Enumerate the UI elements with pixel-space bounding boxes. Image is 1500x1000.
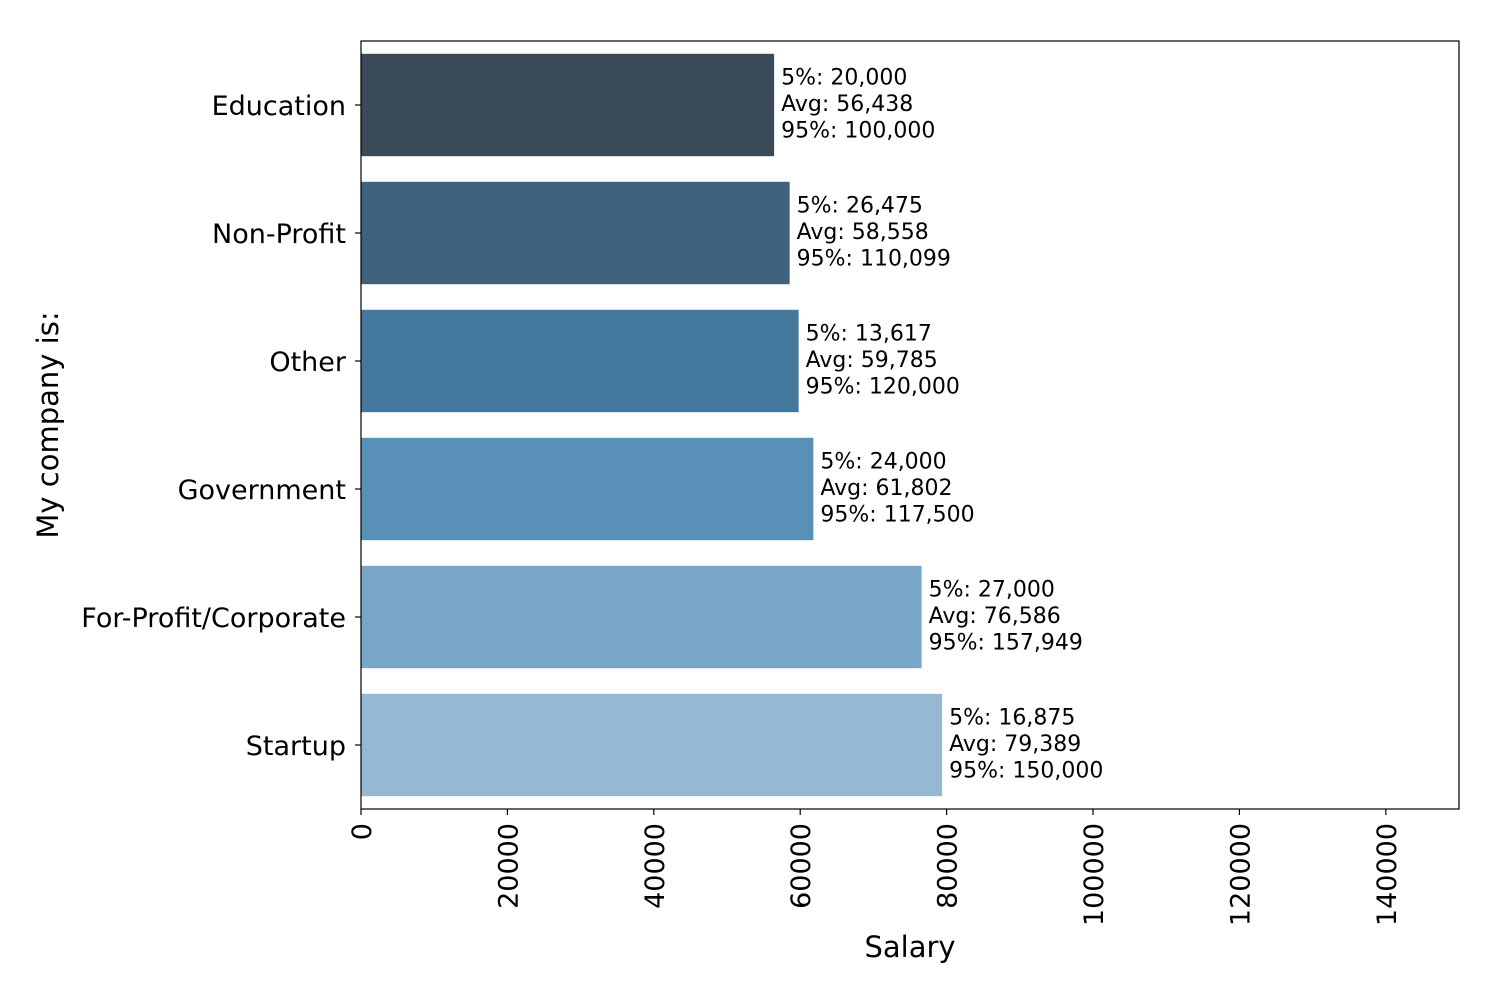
bar-annotation-line: 95%: 120,000: [806, 375, 960, 400]
bar-startup: [361, 693, 943, 797]
x-tick-label: 140000: [1372, 823, 1403, 926]
bar-annotation-line: 95%: 157,949: [929, 631, 1083, 656]
y-tick-label: Startup: [246, 731, 346, 762]
y-tick-label: Non-Profit: [212, 219, 346, 250]
bar-annotation-line: Avg: 59,785: [806, 348, 938, 373]
y-axis-title: My company is:: [31, 311, 65, 538]
bar-annotation-line: 95%: 110,099: [797, 247, 951, 272]
bar-annotation-line: Avg: 61,802: [820, 476, 952, 501]
bars-layer: [361, 53, 943, 797]
bar-annotation-line: 5%: 24,000: [820, 450, 946, 475]
bar-annotation-line: Avg: 56,438: [781, 92, 913, 117]
x-axis-title: Salary: [864, 930, 955, 964]
y-tick-label: For-Profit/Corporate: [81, 603, 346, 634]
bar-other: [361, 309, 799, 413]
x-tick-label: 60000: [786, 823, 817, 909]
y-tick-label: Education: [212, 91, 346, 122]
x-tick-label: 20000: [493, 823, 524, 909]
bar-annotation-line: 5%: 20,000: [781, 66, 907, 91]
x-tick-label: 100000: [1079, 823, 1110, 926]
x-tick-label: 40000: [640, 823, 671, 909]
bar-education: [361, 53, 775, 157]
bar-non-profit: [361, 181, 790, 285]
x-tick-label: 80000: [933, 823, 964, 909]
x-tick-label: 0: [347, 823, 378, 840]
plot-frame: [360, 40, 1460, 810]
y-tick-label: Government: [178, 475, 346, 506]
bar-annotation-line: 5%: 26,475: [797, 194, 923, 219]
bar-for-profit-corporate: [361, 565, 922, 669]
bar-annotation-line: 5%: 16,875: [949, 706, 1075, 731]
y-tick-label: Other: [269, 347, 347, 378]
x-axis: 0 20000 40000 60000 80000 100000 120000 140000: [347, 809, 1403, 926]
bar-government: [361, 437, 814, 541]
bar-annotation-line: 95%: 150,000: [949, 759, 1103, 784]
bar-annotation-line: 5%: 13,617: [806, 322, 932, 347]
bar-annotation-line: Avg: 79,389: [949, 732, 1081, 757]
bar-annotation-line: Avg: 58,558: [797, 220, 929, 245]
bar-annotation-line: 95%: 117,500: [820, 503, 974, 528]
bar-annotation-line: 5%: 27,000: [929, 578, 1055, 603]
y-axis: Education Non-Profit Other Government For-Pr…: [81, 91, 361, 762]
bar-annotation-line: 95%: 100,000: [781, 119, 935, 144]
bar-annotation-line: Avg: 76,586: [929, 604, 1061, 629]
x-tick-label: 120000: [1225, 823, 1256, 926]
